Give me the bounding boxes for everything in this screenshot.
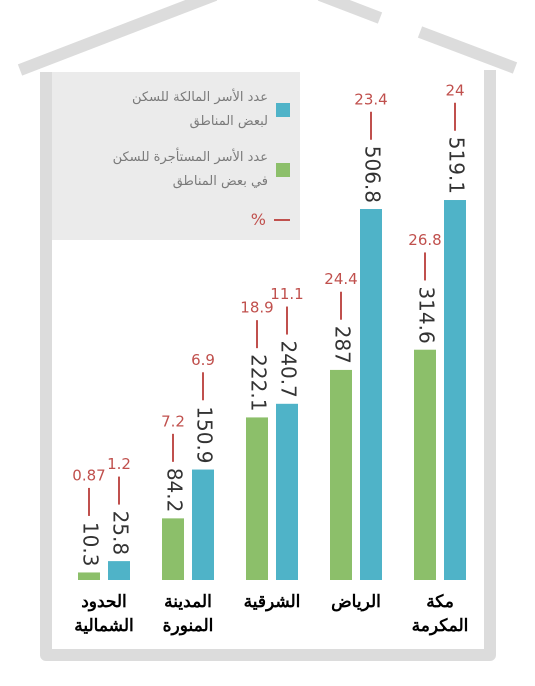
percent-label: 7.2	[161, 412, 185, 430]
bar	[246, 417, 268, 580]
legend: عدد الأسر المالكة للسكن لبعض المناطق عدد…	[52, 72, 300, 240]
bar	[330, 369, 352, 580]
value-label: 314.6	[415, 286, 439, 343]
value-label: 506.8	[361, 146, 385, 203]
legend-label: عدد الأسر المالكة للسكن لبعض المناطق	[132, 90, 268, 129]
legend-item: عدد الأسر المستأجرة للسكن في بعض المناطق	[98, 146, 290, 194]
value-label: 84.2	[163, 468, 187, 513]
legend-item: %	[251, 210, 290, 229]
percent-label: 0.87	[72, 466, 105, 484]
bar	[192, 469, 214, 580]
value-label: 150.9	[193, 406, 217, 463]
percent-label: 24	[445, 81, 464, 99]
category-label: الشرقية	[243, 592, 301, 611]
percent-label: 11.1	[270, 285, 303, 303]
percent-label: 6.9	[191, 351, 215, 369]
category-label: مكة المكرمة	[411, 592, 469, 635]
bar	[162, 518, 184, 580]
category-label: المدينة المنورة	[162, 592, 214, 635]
bar	[414, 349, 436, 580]
value-label: 519.1	[445, 137, 469, 194]
percent-label: 23.4	[354, 90, 387, 108]
value-label: 287	[331, 326, 355, 364]
legend-label: عدد الأسر المستأجرة للسكن في بعض المناطق	[112, 150, 268, 189]
bar	[276, 403, 298, 580]
bar	[78, 572, 100, 580]
category-label: الرياض	[331, 592, 381, 611]
bar	[360, 209, 382, 580]
percent-label: 18.9	[240, 299, 273, 317]
value-label: 240.7	[277, 341, 301, 398]
house-outline	[17, 0, 518, 661]
legend-swatch	[274, 218, 290, 221]
legend-label: %	[250, 210, 266, 229]
percent-label: 24.4	[324, 270, 357, 288]
legend-swatch	[276, 103, 290, 117]
value-label: 10.3	[79, 522, 103, 567]
bar	[444, 200, 466, 580]
legend-item: عدد الأسر المالكة للسكن لبعض المناطق	[98, 86, 290, 134]
bar	[108, 561, 130, 580]
value-label: 222.1	[247, 354, 271, 411]
percent-label: 1.2	[107, 455, 131, 473]
legend-swatch	[276, 163, 290, 177]
value-label: 25.8	[109, 511, 133, 556]
category-label: الحدود الشمالية	[74, 592, 134, 635]
percent-label: 26.8	[408, 231, 441, 249]
